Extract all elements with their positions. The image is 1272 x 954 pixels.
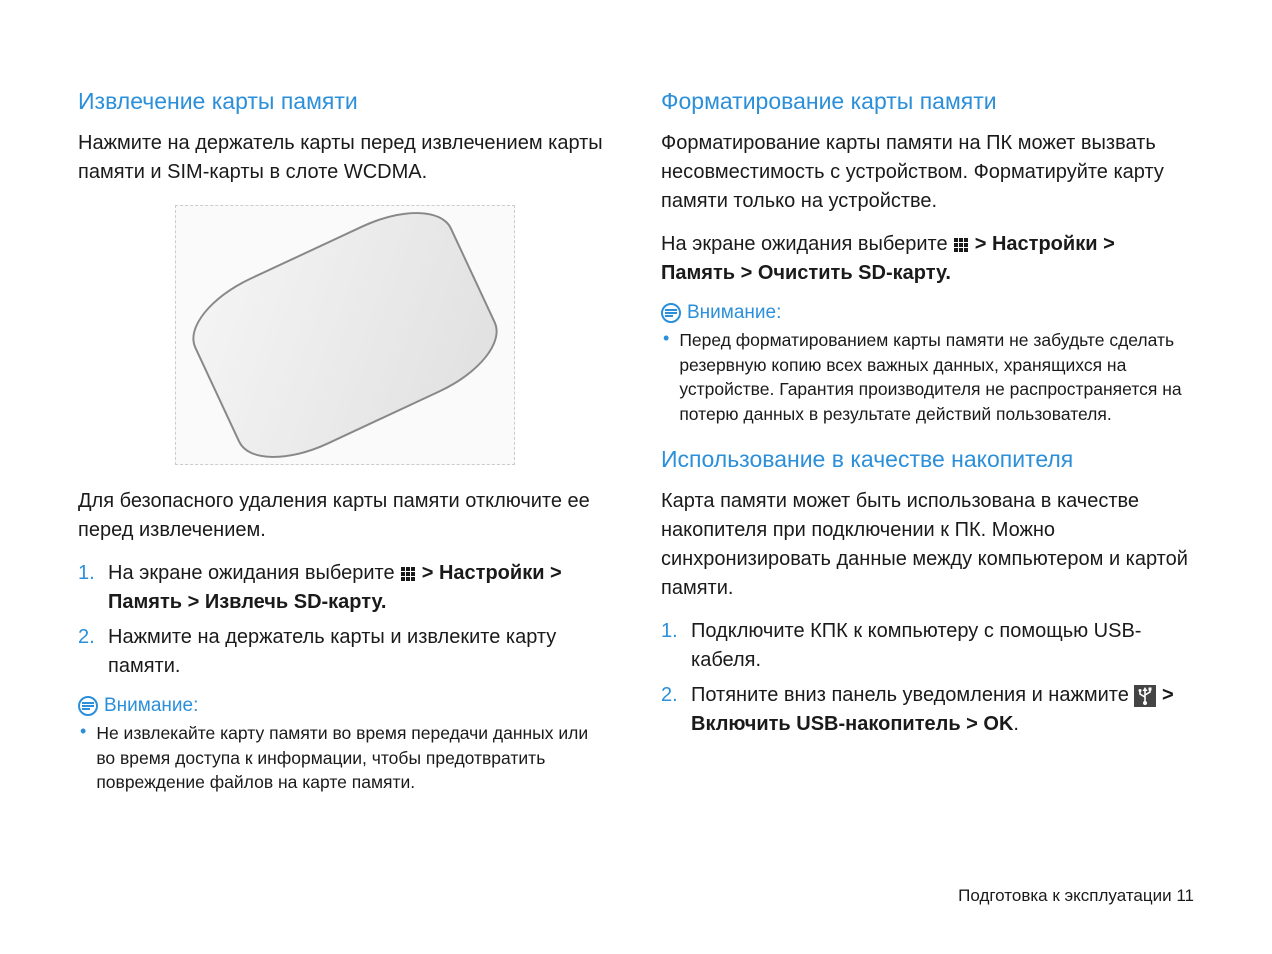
warning-block: Внимание: • Не извлекайте карту памяти в…: [78, 695, 611, 795]
path-bold-2: Память > Очистить SD-карту.: [661, 262, 951, 284]
step-1-pre: На экране ожидания выберите: [108, 562, 400, 584]
left-column: Извлечение карты памяти Нажмите на держа…: [78, 88, 611, 815]
intro-storage-use: Карта памяти может быть использована в к…: [661, 487, 1194, 603]
warning-bullet: • Перед форматированием карты памяти не …: [661, 328, 1194, 426]
step-2-post: .: [1013, 713, 1019, 735]
intro-remove-card: Нажмите на держатель карты перед извлече…: [78, 129, 611, 187]
usb-icon: [1134, 685, 1156, 707]
chevron: >: [1098, 233, 1115, 255]
footer-label: Подготовка к эксплуатации: [958, 886, 1171, 905]
right-column: Форматирование карты памяти Форматирован…: [661, 88, 1194, 815]
intro-format-card: Форматирование карты памяти на ПК может …: [661, 129, 1194, 216]
page-footer: Подготовка к эксплуатации 11: [958, 886, 1194, 906]
warning-label: Внимание:: [687, 302, 781, 324]
warning-heading: Внимание:: [661, 302, 1194, 324]
steps-remove-card: На экране ожидания выберите > Настройки …: [78, 559, 611, 681]
warning-label: Внимание:: [104, 695, 198, 717]
bullet-dot: •: [80, 721, 86, 795]
warning-icon: [661, 303, 681, 323]
path-bold-1: Настройки: [992, 233, 1098, 255]
step-2: Потяните вниз панель уведомления и нажми…: [661, 681, 1194, 739]
step-2-pre: Потяните вниз панель уведомления и нажми…: [691, 684, 1134, 706]
chevron: >: [422, 562, 434, 584]
section-title-remove-card: Извлечение карты памяти: [78, 88, 611, 115]
format-path: На экране ожидания выберите > Настройки …: [661, 230, 1194, 288]
safe-remove-note: Для безопасного удаления карты памяти от…: [78, 487, 611, 545]
steps-storage-use: Подключите КПК к компьютеру с помощью US…: [661, 617, 1194, 739]
bullet-dot: •: [663, 328, 669, 426]
apps-grid-icon: [953, 237, 969, 253]
chevron: >: [975, 233, 992, 255]
apps-grid-icon: [400, 566, 416, 582]
footer-page-number: 11: [1176, 886, 1194, 905]
step-2: Нажмите на держатель карты и извлеките к…: [78, 623, 611, 681]
warning-text: Перед форматированием карты памяти не за…: [679, 328, 1194, 426]
warning-bullet: • Не извлекайте карту памяти во время пе…: [78, 721, 611, 795]
format-path-pre: На экране ожидания выберите: [661, 233, 953, 255]
warning-block-format: Внимание: • Перед форматированием карты …: [661, 302, 1194, 426]
step-1: Подключите КПК к компьютеру с помощью US…: [661, 617, 1194, 675]
section-title-storage-use: Использование в качестве накопителя: [661, 446, 1194, 473]
step-1: На экране ожидания выберите > Настройки …: [78, 559, 611, 617]
warning-text: Не извлекайте карту памяти во время пере…: [96, 721, 611, 795]
step-2-bold: Включить USB-накопитель > OK: [691, 713, 1013, 735]
page-content: Извлечение карты памяти Нажмите на держа…: [0, 0, 1272, 815]
warning-icon: [78, 696, 98, 716]
chevron: >: [1162, 684, 1174, 706]
warning-heading: Внимание:: [78, 695, 611, 717]
phone-diagram-placeholder: [175, 205, 515, 465]
section-title-format-card: Форматирование карты памяти: [661, 88, 1194, 115]
